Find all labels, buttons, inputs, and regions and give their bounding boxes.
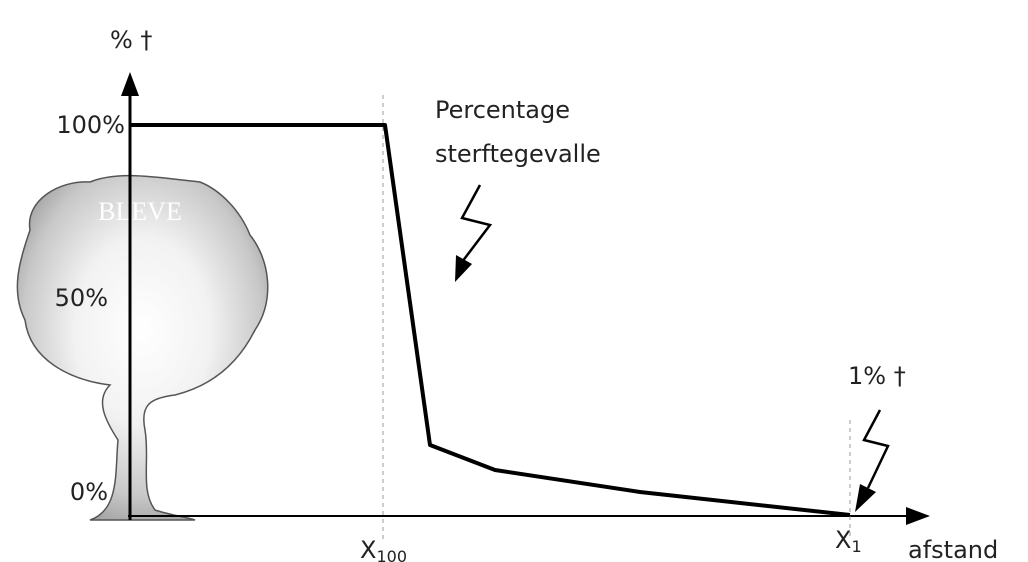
bleve-cloud bbox=[17, 176, 267, 520]
x-arrow bbox=[906, 507, 930, 525]
annotation: sterftegevalle bbox=[435, 140, 601, 168]
annotation: 1% † bbox=[848, 362, 906, 390]
y-tick-label: 50% bbox=[55, 284, 108, 312]
annotation: Percentage bbox=[435, 96, 570, 124]
diagram: BLEVE % † 100% 50% 0% X100 X1 afstand Pe… bbox=[0, 0, 1028, 562]
x-tick-label: X1 bbox=[835, 526, 862, 556]
page: BLEVE % † 100% 50% 0% X100 X1 afstand Pe… bbox=[0, 0, 1028, 562]
cloud-label: BLEVE bbox=[98, 197, 182, 226]
x-tick-sub: 1 bbox=[851, 537, 861, 556]
lightning-arrow bbox=[864, 410, 888, 488]
y-tick-label: 0% bbox=[70, 478, 108, 506]
y-arrow bbox=[121, 72, 139, 96]
x-tick-main: X bbox=[835, 526, 851, 554]
x-axis-label: afstand bbox=[908, 536, 998, 562]
x-tick-label: X100 bbox=[360, 536, 407, 562]
arrow-head bbox=[855, 484, 876, 512]
y-axis-label: % † bbox=[110, 26, 152, 54]
y-tick-label: 100% bbox=[56, 111, 125, 139]
lightning-arrow bbox=[462, 185, 490, 262]
x-tick-sub: 100 bbox=[376, 547, 407, 562]
x-tick-main: X bbox=[360, 536, 376, 562]
